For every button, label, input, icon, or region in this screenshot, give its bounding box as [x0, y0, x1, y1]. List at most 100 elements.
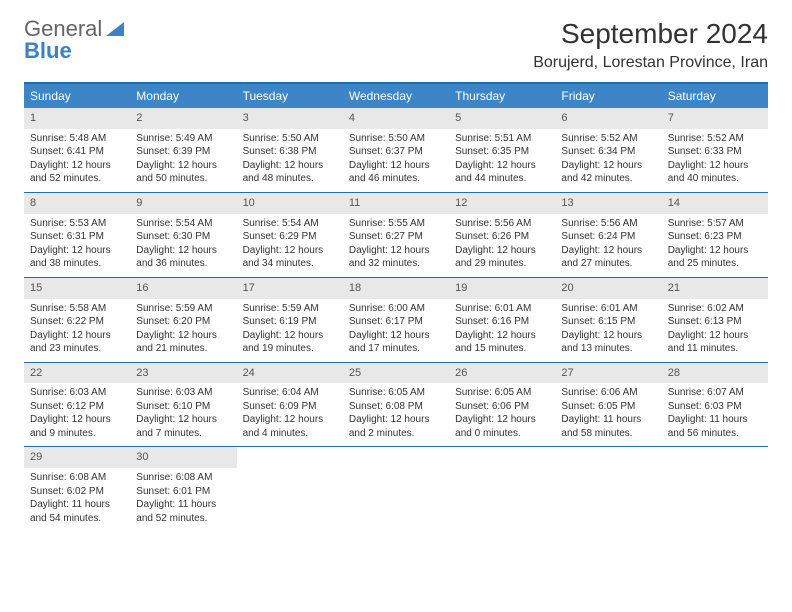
- daylight-text: Daylight: 12 hours and 52 minutes.: [30, 159, 124, 186]
- calendar-cell: 19Sunrise: 6:01 AMSunset: 6:16 PMDayligh…: [449, 278, 555, 362]
- calendar-cell: 7Sunrise: 5:52 AMSunset: 6:33 PMDaylight…: [662, 108, 768, 192]
- sunset-text: Sunset: 6:20 PM: [136, 315, 230, 329]
- sunrise-text: Sunrise: 5:59 AM: [136, 302, 230, 316]
- calendar-cell: 2Sunrise: 5:49 AMSunset: 6:39 PMDaylight…: [130, 108, 236, 192]
- calendar-cell: 11Sunrise: 5:55 AMSunset: 6:27 PMDayligh…: [343, 193, 449, 277]
- day-number: 15: [24, 278, 130, 299]
- day-number: 13: [555, 193, 661, 214]
- sunrise-text: Sunrise: 5:56 AM: [561, 217, 655, 231]
- sunset-text: Sunset: 6:16 PM: [455, 315, 549, 329]
- daylight-text: Daylight: 12 hours and 4 minutes.: [243, 413, 337, 440]
- day-header-cell: Friday: [555, 84, 661, 108]
- daylight-text: Daylight: 11 hours and 52 minutes.: [136, 498, 230, 525]
- sunset-text: Sunset: 6:38 PM: [243, 145, 337, 159]
- sunrise-text: Sunrise: 5:48 AM: [30, 132, 124, 146]
- page-title: September 2024: [533, 18, 768, 50]
- calendar-cell: 17Sunrise: 5:59 AMSunset: 6:19 PMDayligh…: [237, 278, 343, 362]
- location-text: Borujerd, Lorestan Province, Iran: [533, 54, 768, 72]
- cell-body: Sunrise: 5:54 AMSunset: 6:29 PMDaylight:…: [237, 214, 343, 277]
- sunset-text: Sunset: 6:17 PM: [349, 315, 443, 329]
- sunrise-text: Sunrise: 5:54 AM: [243, 217, 337, 231]
- sunrise-text: Sunrise: 5:59 AM: [243, 302, 337, 316]
- sunrise-text: Sunrise: 6:04 AM: [243, 386, 337, 400]
- day-number: 2: [130, 108, 236, 129]
- calendar-cell: [555, 447, 661, 531]
- cell-body: Sunrise: 6:05 AMSunset: 6:06 PMDaylight:…: [449, 383, 555, 446]
- cell-body: Sunrise: 6:03 AMSunset: 6:12 PMDaylight:…: [24, 383, 130, 446]
- daylight-text: Daylight: 12 hours and 44 minutes.: [455, 159, 549, 186]
- sunrise-text: Sunrise: 6:03 AM: [30, 386, 124, 400]
- calendar-cell: 15Sunrise: 5:58 AMSunset: 6:22 PMDayligh…: [24, 278, 130, 362]
- daylight-text: Daylight: 12 hours and 21 minutes.: [136, 329, 230, 356]
- day-number: 12: [449, 193, 555, 214]
- sunset-text: Sunset: 6:24 PM: [561, 230, 655, 244]
- calendar-cell: 22Sunrise: 6:03 AMSunset: 6:12 PMDayligh…: [24, 363, 130, 447]
- daylight-text: Daylight: 12 hours and 36 minutes.: [136, 244, 230, 271]
- sunset-text: Sunset: 6:39 PM: [136, 145, 230, 159]
- sunset-text: Sunset: 6:31 PM: [30, 230, 124, 244]
- sunrise-text: Sunrise: 6:00 AM: [349, 302, 443, 316]
- day-header-cell: Tuesday: [237, 84, 343, 108]
- daylight-text: Daylight: 12 hours and 46 minutes.: [349, 159, 443, 186]
- calendar-cell: 30Sunrise: 6:08 AMSunset: 6:01 PMDayligh…: [130, 447, 236, 531]
- day-header-cell: Wednesday: [343, 84, 449, 108]
- sunset-text: Sunset: 6:08 PM: [349, 400, 443, 414]
- sunset-text: Sunset: 6:27 PM: [349, 230, 443, 244]
- day-number: 3: [237, 108, 343, 129]
- day-number: 8: [24, 193, 130, 214]
- day-number: 6: [555, 108, 661, 129]
- day-header-cell: Saturday: [662, 84, 768, 108]
- cell-body: Sunrise: 6:07 AMSunset: 6:03 PMDaylight:…: [662, 383, 768, 446]
- cell-body: Sunrise: 6:05 AMSunset: 6:08 PMDaylight:…: [343, 383, 449, 446]
- daylight-text: Daylight: 12 hours and 23 minutes.: [30, 329, 124, 356]
- sunrise-text: Sunrise: 5:57 AM: [668, 217, 762, 231]
- day-header-cell: Thursday: [449, 84, 555, 108]
- week-row: 15Sunrise: 5:58 AMSunset: 6:22 PMDayligh…: [24, 278, 768, 363]
- calendar-cell: 6Sunrise: 5:52 AMSunset: 6:34 PMDaylight…: [555, 108, 661, 192]
- daylight-text: Daylight: 12 hours and 32 minutes.: [349, 244, 443, 271]
- day-number: 9: [130, 193, 236, 214]
- cell-body: Sunrise: 5:49 AMSunset: 6:39 PMDaylight:…: [130, 129, 236, 192]
- sunrise-text: Sunrise: 5:53 AM: [30, 217, 124, 231]
- daylight-text: Daylight: 11 hours and 58 minutes.: [561, 413, 655, 440]
- sunrise-text: Sunrise: 6:02 AM: [668, 302, 762, 316]
- cell-body: Sunrise: 5:59 AMSunset: 6:19 PMDaylight:…: [237, 299, 343, 362]
- day-number: 19: [449, 278, 555, 299]
- day-number: 1: [24, 108, 130, 129]
- cell-body: Sunrise: 5:57 AMSunset: 6:23 PMDaylight:…: [662, 214, 768, 277]
- day-number: 10: [237, 193, 343, 214]
- sunrise-text: Sunrise: 6:05 AM: [349, 386, 443, 400]
- sunrise-text: Sunrise: 6:06 AM: [561, 386, 655, 400]
- day-number: 29: [24, 447, 130, 468]
- daylight-text: Daylight: 11 hours and 56 minutes.: [668, 413, 762, 440]
- cell-body: Sunrise: 6:06 AMSunset: 6:05 PMDaylight:…: [555, 383, 661, 446]
- calendar-cell: 14Sunrise: 5:57 AMSunset: 6:23 PMDayligh…: [662, 193, 768, 277]
- calendar-cell: 18Sunrise: 6:00 AMSunset: 6:17 PMDayligh…: [343, 278, 449, 362]
- sunrise-text: Sunrise: 5:51 AM: [455, 132, 549, 146]
- title-block: September 2024 Borujerd, Lorestan Provin…: [533, 18, 768, 72]
- calendar-cell: 23Sunrise: 6:03 AMSunset: 6:10 PMDayligh…: [130, 363, 236, 447]
- sail-icon: [106, 20, 128, 36]
- daylight-text: Daylight: 12 hours and 29 minutes.: [455, 244, 549, 271]
- day-number: 25: [343, 363, 449, 384]
- sunrise-text: Sunrise: 5:50 AM: [243, 132, 337, 146]
- day-number: 24: [237, 363, 343, 384]
- sunrise-text: Sunrise: 6:01 AM: [561, 302, 655, 316]
- daylight-text: Daylight: 12 hours and 13 minutes.: [561, 329, 655, 356]
- day-number: 20: [555, 278, 661, 299]
- sunset-text: Sunset: 6:29 PM: [243, 230, 337, 244]
- sunset-text: Sunset: 6:02 PM: [30, 485, 124, 499]
- day-number: 18: [343, 278, 449, 299]
- sunrise-text: Sunrise: 5:52 AM: [561, 132, 655, 146]
- sunrise-text: Sunrise: 5:49 AM: [136, 132, 230, 146]
- cell-body: Sunrise: 6:02 AMSunset: 6:13 PMDaylight:…: [662, 299, 768, 362]
- day-number: 30: [130, 447, 236, 468]
- cell-body: Sunrise: 5:59 AMSunset: 6:20 PMDaylight:…: [130, 299, 236, 362]
- day-number: 21: [662, 278, 768, 299]
- sunrise-text: Sunrise: 6:08 AM: [136, 471, 230, 485]
- cell-body: Sunrise: 6:01 AMSunset: 6:16 PMDaylight:…: [449, 299, 555, 362]
- day-number: 14: [662, 193, 768, 214]
- header: General Blue September 2024 Borujerd, Lo…: [24, 18, 768, 72]
- daylight-text: Daylight: 12 hours and 19 minutes.: [243, 329, 337, 356]
- calendar-cell: 9Sunrise: 5:54 AMSunset: 6:30 PMDaylight…: [130, 193, 236, 277]
